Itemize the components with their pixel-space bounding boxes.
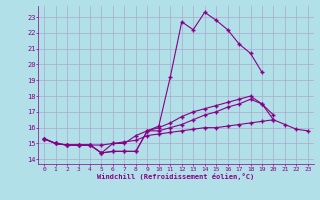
- X-axis label: Windchill (Refroidissement éolien,°C): Windchill (Refroidissement éolien,°C): [97, 173, 255, 180]
